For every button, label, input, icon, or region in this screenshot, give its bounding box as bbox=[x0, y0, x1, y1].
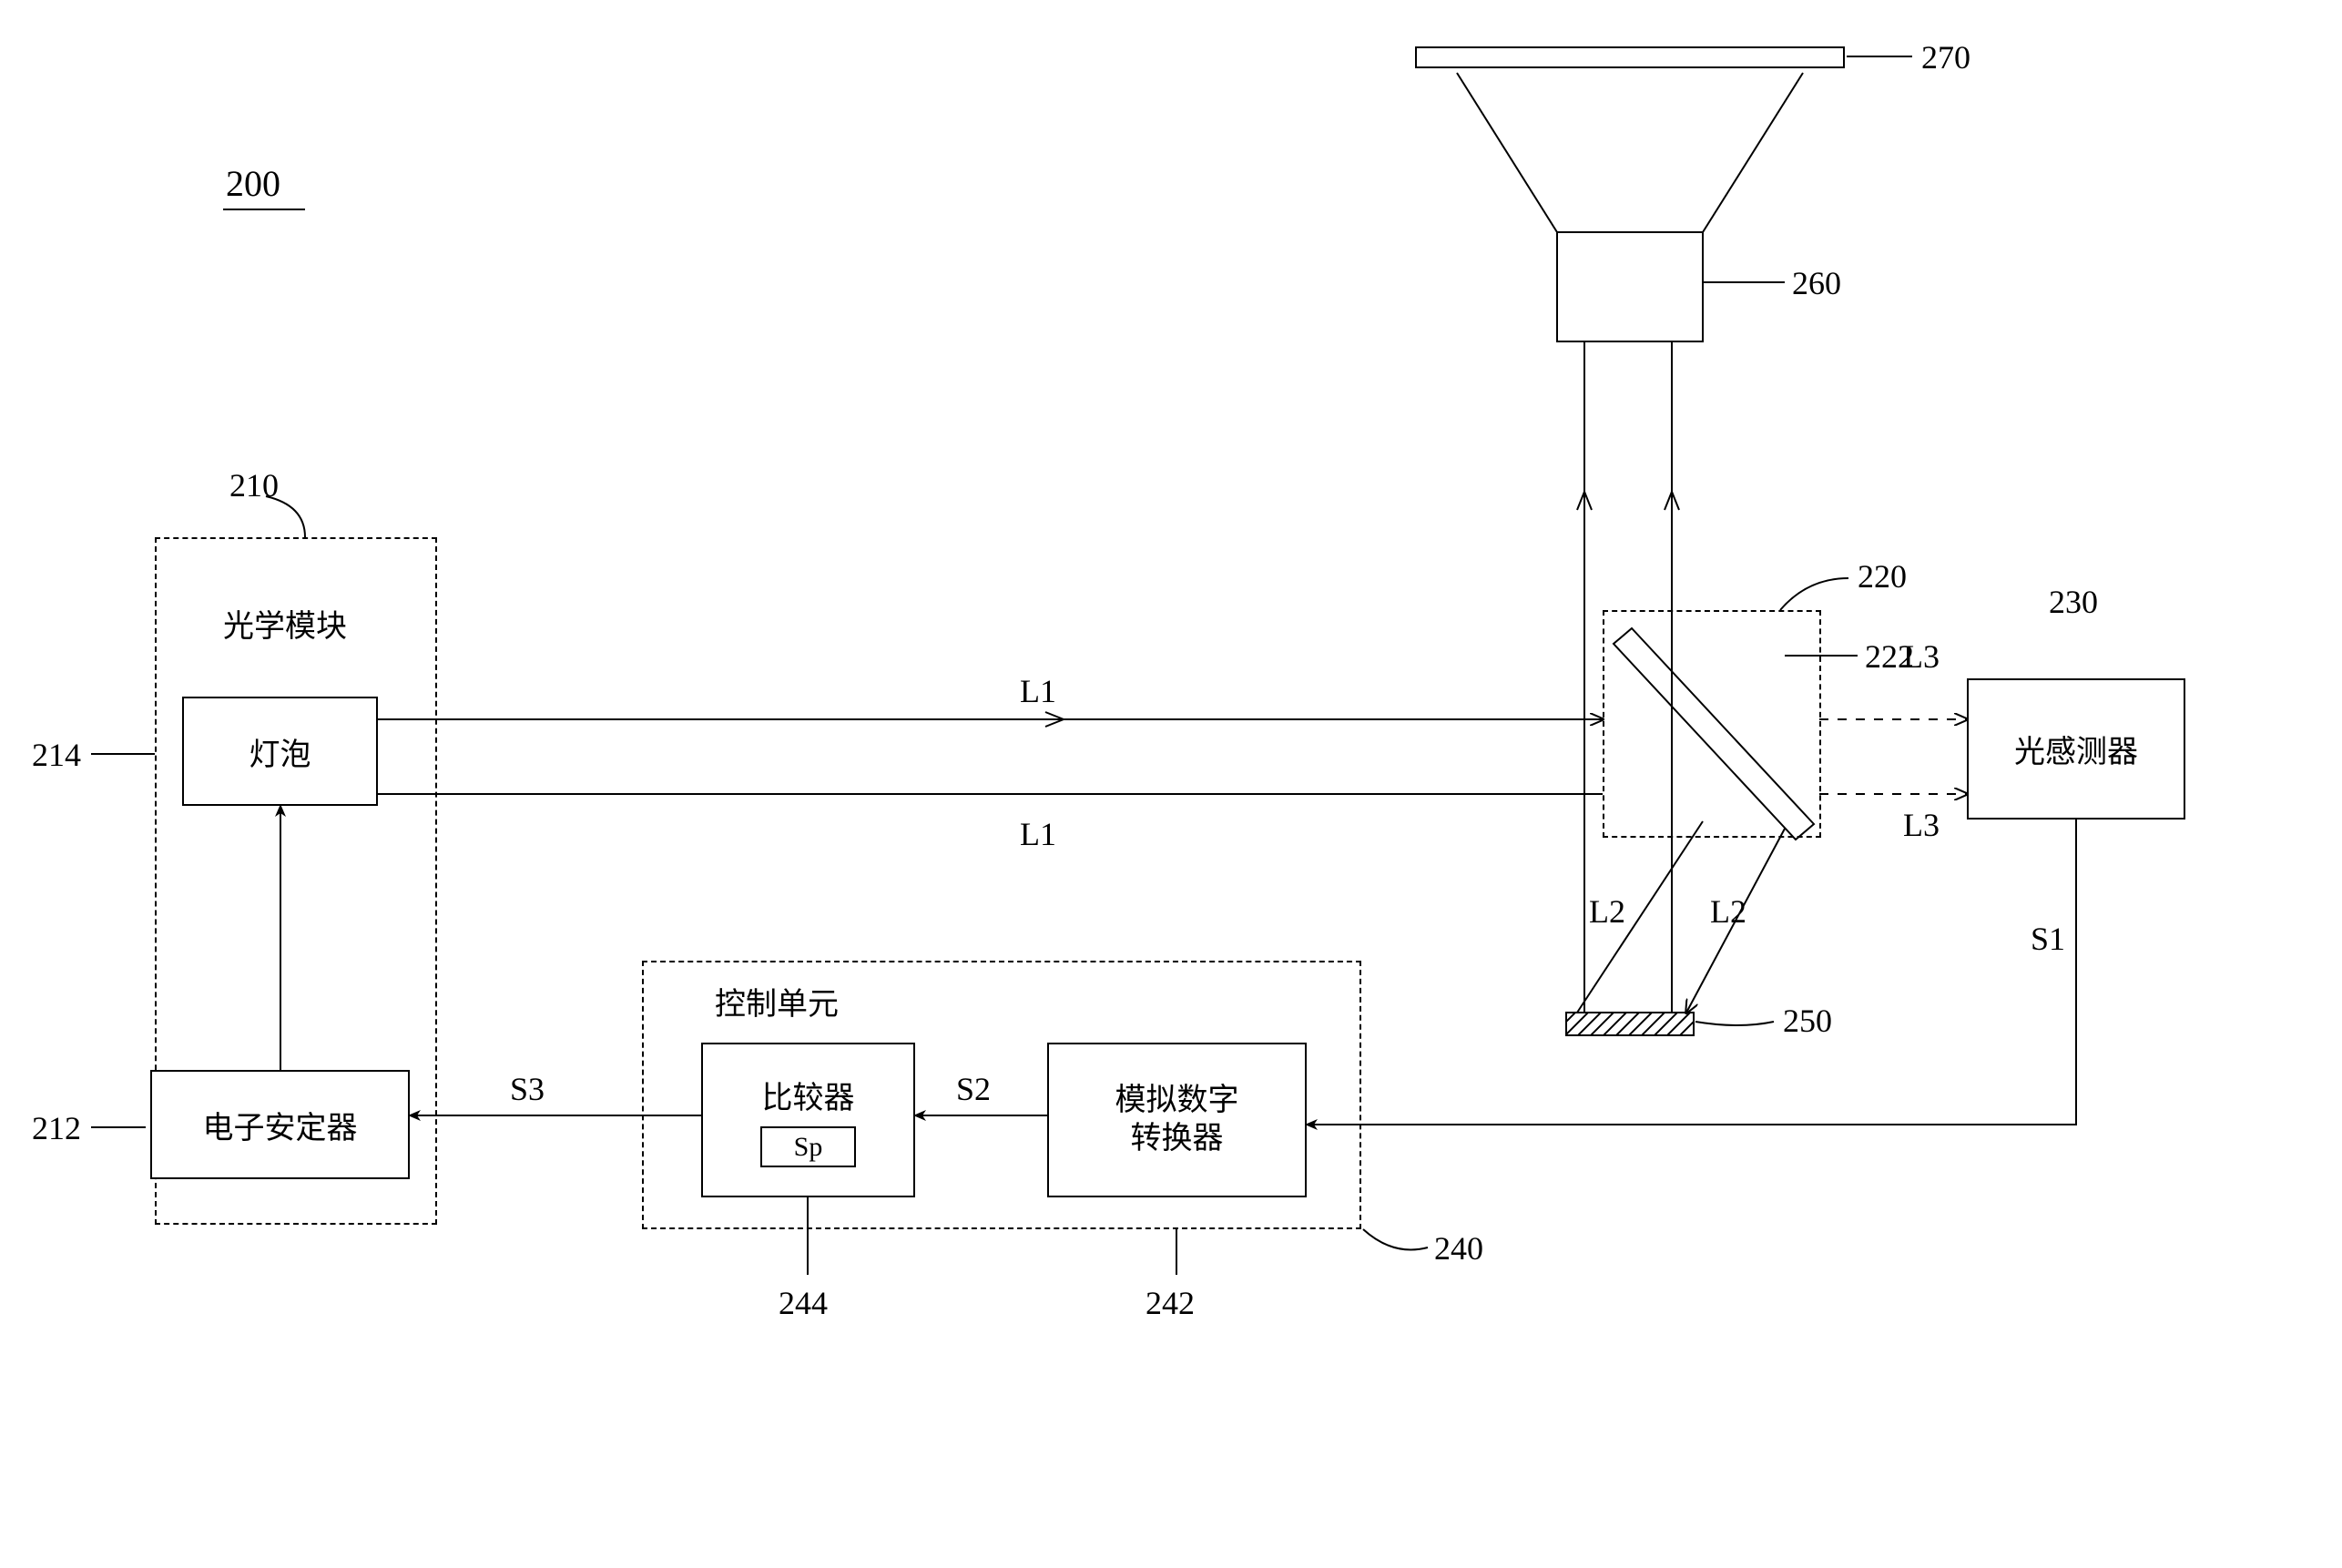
label-L2-right: L2 bbox=[1710, 892, 1746, 931]
ref-210: 210 bbox=[229, 466, 279, 504]
figure-ref-200: 200 bbox=[226, 162, 280, 205]
label-S2: S2 bbox=[956, 1070, 991, 1108]
ref-214: 214 bbox=[32, 736, 81, 774]
ref-240: 240 bbox=[1434, 1229, 1483, 1268]
ballast-label: 电子安定器 bbox=[203, 1103, 358, 1147]
screen bbox=[1416, 47, 1844, 67]
photodetector-box: 光感测器 bbox=[1967, 678, 2185, 820]
adc-label-1: 模拟数字 bbox=[1115, 1082, 1239, 1121]
label-L3-bot: L3 bbox=[1903, 806, 1940, 844]
control-unit-title: 控制单元 bbox=[715, 979, 839, 1023]
projection-lens bbox=[1557, 232, 1703, 341]
adc-label-2: 转换器 bbox=[1131, 1120, 1224, 1159]
ref-244: 244 bbox=[779, 1284, 828, 1322]
splitter-box bbox=[1603, 610, 1821, 838]
label-L1-top: L1 bbox=[1020, 672, 1056, 710]
label-S3: S3 bbox=[510, 1070, 545, 1108]
ref-250: 250 bbox=[1783, 1002, 1832, 1040]
comparator-label: 比较器 bbox=[762, 1073, 855, 1117]
ref-212: 212 bbox=[32, 1109, 81, 1147]
signal-S1 bbox=[1307, 820, 2076, 1125]
label-L1-bot: L1 bbox=[1020, 815, 1056, 853]
optical-module-title: 光学模块 bbox=[223, 601, 347, 646]
adc-box: 模拟数字 转换器 bbox=[1047, 1043, 1307, 1197]
lamp-label: 灯泡 bbox=[249, 729, 311, 774]
label-L3-top: L3 bbox=[1903, 637, 1940, 676]
ref-220: 220 bbox=[1858, 557, 1907, 596]
ballast-box: 电子安定器 bbox=[150, 1070, 410, 1179]
ref-270: 270 bbox=[1921, 38, 1970, 76]
lamp-box: 灯泡 bbox=[182, 697, 378, 806]
dmd bbox=[1566, 1013, 1694, 1035]
ref-230: 230 bbox=[2049, 583, 2098, 621]
label-S1: S1 bbox=[2031, 920, 2065, 958]
label-L2-left: L2 bbox=[1589, 892, 1625, 931]
ref-260: 260 bbox=[1792, 264, 1841, 302]
ref-242: 242 bbox=[1146, 1284, 1195, 1322]
comparator-box: 比较器 Sp bbox=[701, 1043, 915, 1197]
comparator-sp: Sp bbox=[760, 1126, 856, 1167]
photodetector-label: 光感测器 bbox=[2014, 727, 2138, 771]
